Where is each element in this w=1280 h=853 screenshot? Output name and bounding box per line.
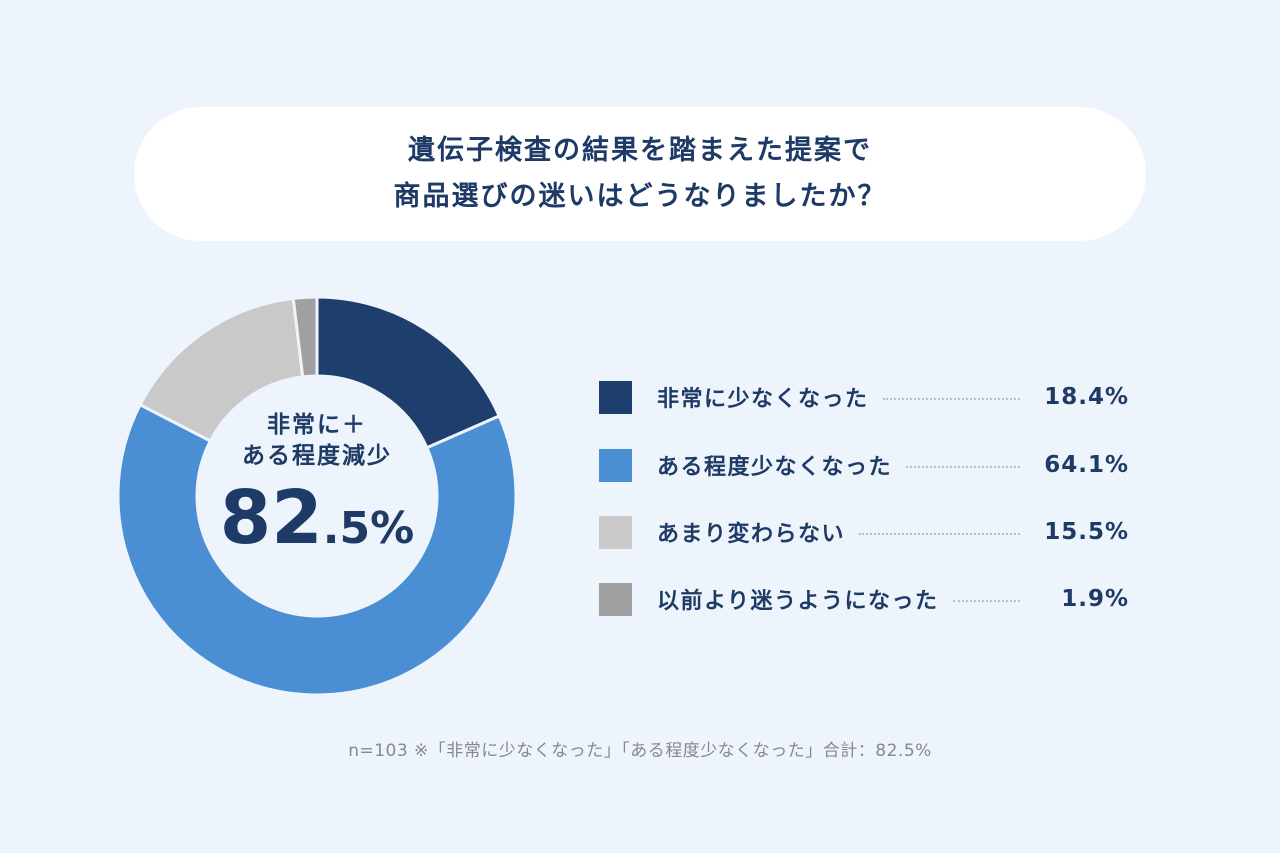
center-value-main: 82 bbox=[219, 475, 323, 561]
legend-item: ある程度少なくなった 64.1% bbox=[599, 448, 1129, 482]
legend-swatch bbox=[599, 582, 632, 616]
donut-slice-2 bbox=[116, 402, 518, 697]
legend-value: 1.9% bbox=[1061, 586, 1129, 612]
legend-label: 以前より迷うようになった bbox=[657, 589, 939, 614]
question-title: 遺伝子検査の結果を踏まえた提案で 商品選びの迷いはどうなりましたか？ bbox=[134, 107, 1146, 241]
legend-swatch bbox=[599, 380, 632, 414]
legend-value: 64.1% bbox=[1044, 452, 1129, 478]
legend-item: あまり変わらない 15.5% bbox=[599, 515, 1129, 549]
leader-dots bbox=[906, 466, 1020, 468]
legend-label: 非常に少なくなった bbox=[657, 387, 869, 412]
leader-dots bbox=[952, 600, 1020, 602]
title-line-2: 商品選びの迷いはどうなりましたか？ bbox=[393, 181, 887, 212]
center-value: 82.5% bbox=[197, 478, 437, 578]
legend-item: 非常に少なくなった 18.4% bbox=[599, 380, 1129, 414]
legend-label: ある程度少なくなった bbox=[657, 455, 893, 480]
legend-swatch bbox=[599, 448, 632, 482]
legend-item: 以前より迷うようになった 1.9% bbox=[599, 582, 1129, 616]
center-value-sub: .5% bbox=[322, 503, 415, 554]
legend-value: 15.5% bbox=[1044, 519, 1129, 545]
donut-slice-4 bbox=[291, 295, 319, 379]
legend-label: あまり変わらない bbox=[657, 522, 846, 547]
leader-dots bbox=[882, 398, 1020, 400]
donut-center-summary: 非常に＋ ある程度減少 82.5% bbox=[197, 410, 437, 578]
legend-swatch bbox=[599, 515, 632, 549]
title-line-1: 遺伝子検査の結果を踏まえた提案で bbox=[408, 135, 872, 166]
center-label-1: 非常に＋ bbox=[267, 412, 367, 438]
footnote: n=103 ※「非常に少なくなった」「ある程度少なくなった」合計：82.5% bbox=[348, 741, 932, 761]
leader-dots bbox=[859, 533, 1020, 535]
legend-value: 18.4% bbox=[1044, 384, 1129, 410]
center-label-2: ある程度減少 bbox=[242, 443, 392, 469]
